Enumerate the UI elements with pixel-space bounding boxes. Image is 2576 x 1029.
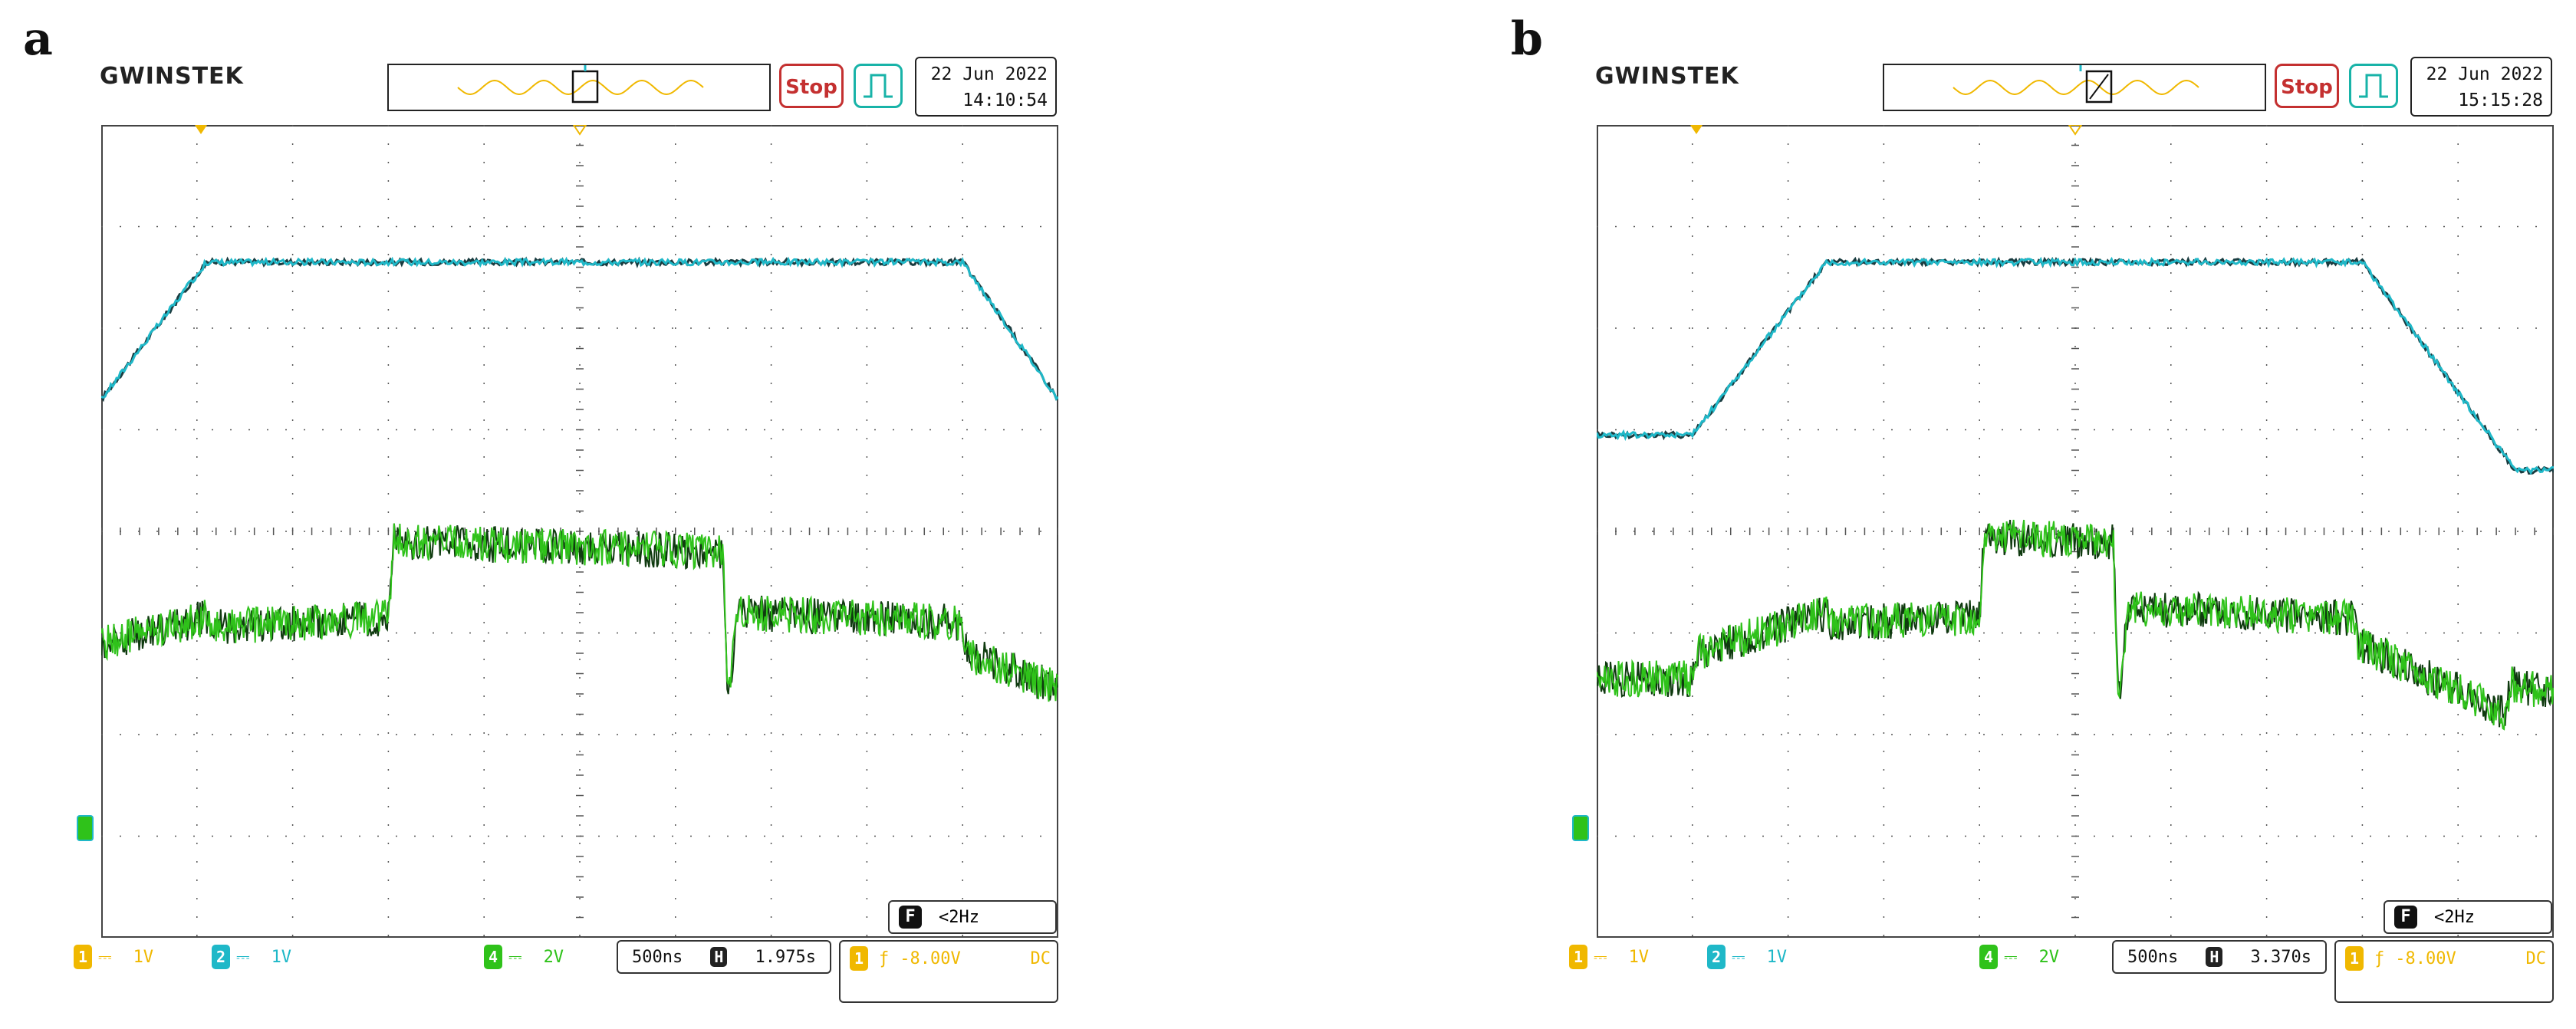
date-time-display: 22 Jun 2022 15:15:28 (2410, 57, 2552, 117)
trigger-level: -8.00V (900, 948, 961, 968)
dc-coupling-icon: ⎓ (1732, 947, 1745, 967)
brand-logo: GWINSTEK (1595, 63, 1739, 90)
timebase-value: 500ns (2127, 947, 2179, 967)
oscilloscope-panel-b: GWINSTEK Stop 22 Jun 2022 15:15:28 1 ⎓ 1… (1495, 0, 2576, 1029)
dc-coupling-icon: ⎓ (98, 947, 112, 967)
series-ch2-trace (101, 256, 1058, 401)
waveform-overview (387, 64, 771, 111)
trigger-channel: 1 (2345, 946, 2364, 971)
ch4-number: 4 (484, 945, 502, 969)
time-text: 15:15:28 (2458, 90, 2543, 110)
timebase-box: 500ns H 3.370s (2112, 940, 2327, 974)
frequency-icon: F (2394, 906, 2417, 929)
ch4-ground-marker (77, 815, 94, 841)
dc-coupling-icon: ⎓ (508, 947, 522, 967)
oscilloscope-panel-a: GWINSTEK Stop 22 Jun 2022 14:10:54 1 ⎓ 1… (0, 0, 1089, 1029)
rising-edge-icon: ƒ (2374, 948, 2385, 968)
grid (101, 125, 1058, 938)
coupling-mode: DC (1030, 948, 1051, 968)
h-position-value: 3.370s (2250, 947, 2311, 967)
ch4-number: 4 (1979, 945, 1998, 969)
timebase-value: 500ns (632, 947, 683, 967)
frequency-value: <2Hz (2434, 907, 2475, 927)
stop-status-button[interactable]: Stop (2275, 64, 2339, 108)
timebase-box: 500ns H 1.975s (617, 940, 831, 974)
ch2-scale: 2 ⎓ 1V (212, 940, 291, 974)
trigger-box: 1 ƒ -8.00V DC (2334, 940, 2554, 1003)
coupling-mode: DC (2525, 948, 2547, 968)
frequency-box: F <2Hz (2384, 900, 2552, 934)
ch2-number: 2 (212, 945, 230, 969)
waveform-screen (101, 125, 1058, 938)
brand-logo: GWINSTEK (100, 63, 244, 90)
overview-wave-icon (457, 65, 704, 104)
frequency-box: F <2Hz (888, 900, 1057, 934)
trigger-channel: 1 (850, 946, 868, 971)
time-text: 14:10:54 (962, 90, 1048, 110)
ch2-scale: 2 ⎓ 1V (1707, 940, 1787, 974)
waveform-screen (1597, 125, 2554, 938)
ch4-ground-marker (1572, 815, 1589, 841)
h-position-icon: H (2206, 947, 2223, 967)
ch4-scale: 4 ⎓ 2V (484, 940, 564, 974)
ch1-number: 1 (1569, 945, 1587, 969)
series-ch4-trace (1597, 519, 2554, 731)
ch4-scale-value: 2V (2038, 947, 2060, 967)
ch4-scale-value: 2V (543, 947, 564, 967)
frequency-value: <2Hz (939, 907, 979, 927)
pulse-icon (2359, 74, 2388, 98)
stop-status-button[interactable]: Stop (779, 64, 844, 108)
panel-label-a: a (23, 12, 53, 66)
ch1-scale-value: 1V (133, 947, 154, 967)
date-time-display: 22 Jun 2022 14:10:54 (915, 57, 1057, 117)
ch1-scale-value: 1V (1628, 947, 1650, 967)
dc-coupling-icon: ⎓ (236, 947, 250, 967)
center-marker (2068, 125, 2083, 136)
dc-coupling-icon: ⎓ (2004, 947, 2018, 967)
ch4-scale: 4 ⎓ 2V (1979, 940, 2059, 974)
status-bar: 1 ⎓ 1V 2 ⎓ 1V 4 ⎓ 2V 500ns H 1.975s 1 ƒ … (74, 940, 1058, 1003)
waveform-overview (1883, 64, 2266, 111)
ch2-number: 2 (1707, 945, 1726, 969)
ch1-number: 1 (74, 945, 92, 969)
ch2-scale-value: 1V (271, 947, 292, 967)
dc-coupling-icon: ⎓ (1594, 947, 1607, 967)
panel-label-b: b (1511, 12, 1543, 66)
status-bar: 1 ⎓ 1V 2 ⎓ 1V 4 ⎓ 2V 500ns H 3.370s 1 ƒ … (1569, 940, 2554, 1003)
date-text: 22 Jun 2022 (930, 64, 1048, 84)
trigger-level: -8.00V (2395, 948, 2456, 968)
trigger-box: 1 ƒ -8.00V DC (839, 940, 1058, 1003)
overview-wave-icon (1953, 65, 2199, 104)
h-position-icon: H (710, 947, 728, 967)
h-position-value: 1.975s (755, 947, 816, 967)
series-ch2-trace (1597, 256, 2554, 475)
trigger-edge-button[interactable] (2349, 64, 2398, 108)
frequency-icon: F (899, 906, 922, 929)
ch1-scale: 1 ⎓ 1V (1569, 940, 1649, 974)
center-marker (572, 125, 587, 136)
ch2-scale-value: 1V (1766, 947, 1788, 967)
pulse-icon (864, 74, 893, 98)
ch1-scale: 1 ⎓ 1V (74, 940, 153, 974)
trigger-position-marker (195, 125, 207, 134)
trigger-edge-button[interactable] (854, 64, 903, 108)
date-text: 22 Jun 2022 (2426, 64, 2543, 84)
series-ch4-trace (101, 523, 1058, 702)
rising-edge-icon: ƒ (879, 948, 890, 968)
trigger-position-marker (1690, 125, 1703, 134)
